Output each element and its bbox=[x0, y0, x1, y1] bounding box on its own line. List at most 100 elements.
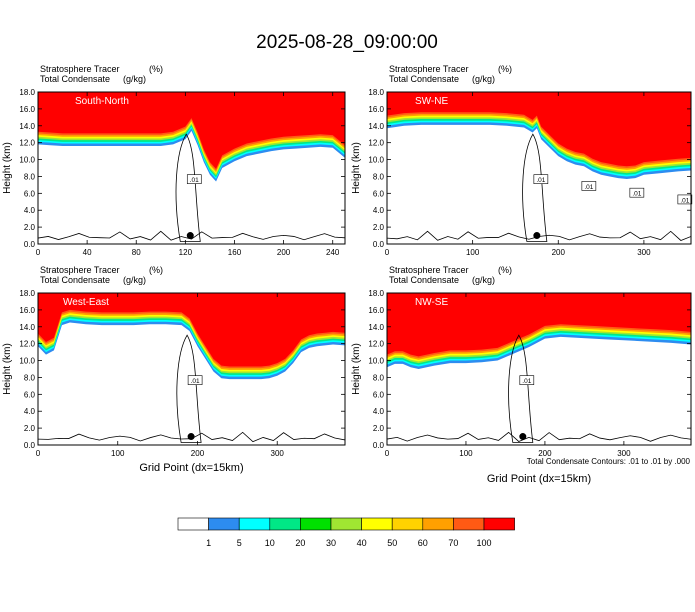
y-tick-label: 14.0 bbox=[19, 323, 35, 332]
y-tick-label: 4.0 bbox=[24, 206, 36, 215]
colorbar-box bbox=[422, 517, 454, 531]
x-tick-label: 160 bbox=[228, 248, 242, 257]
panels: .01 0 40 80 120 160 200 240 0.0 2.0 4.0 6.0 8.0 10.0 1… bbox=[2, 64, 693, 485]
colorbar-box bbox=[330, 517, 362, 531]
colorbar-box bbox=[238, 517, 271, 531]
tracer-shading bbox=[387, 293, 691, 369]
location-marker bbox=[187, 433, 195, 441]
contour-label: .01 bbox=[536, 177, 545, 184]
header-field-name: Stratosphere Tracer bbox=[389, 64, 469, 74]
y-tick-label: 4.0 bbox=[24, 407, 36, 416]
y-tick-label: 0.0 bbox=[24, 240, 36, 249]
x-tick-label: 40 bbox=[83, 248, 92, 257]
condensate-contour bbox=[508, 334, 534, 443]
tracer-shading bbox=[387, 92, 691, 179]
tracer-band bbox=[38, 92, 345, 169]
panel-2: .01 .01 .01 .01 0 100 200 300 0.0 2.0 4.0 6.0 8.0 10.… bbox=[351, 64, 693, 257]
y-tick-label: 2.0 bbox=[373, 223, 385, 232]
y-tick-label: 8.0 bbox=[24, 373, 36, 382]
y-tick-label: 14.0 bbox=[368, 122, 384, 131]
y-tick-label: 16.0 bbox=[368, 105, 384, 114]
colorbar-box bbox=[453, 517, 485, 531]
x-tick-label: 0 bbox=[385, 449, 390, 458]
y-tick-label: 18.0 bbox=[19, 88, 35, 97]
terrain-contour bbox=[387, 431, 691, 442]
y-tick-label: 6.0 bbox=[24, 189, 36, 198]
panel-label: NW-SE bbox=[415, 297, 448, 308]
tracer-shading bbox=[38, 293, 345, 380]
header-field-name: Total Condensate bbox=[389, 275, 459, 285]
colorbar-label: 60 bbox=[418, 538, 428, 548]
y-tick-label: 10.0 bbox=[368, 156, 384, 165]
condensate-contours bbox=[38, 133, 345, 242]
y-tick-label: 10.0 bbox=[19, 357, 35, 366]
tracer-band bbox=[38, 293, 345, 367]
header-field-name: Stratosphere Tracer bbox=[40, 64, 120, 74]
y-tick-label: 8.0 bbox=[373, 373, 385, 382]
x-tick-label: 200 bbox=[538, 449, 552, 458]
colorbar-box bbox=[483, 517, 515, 531]
y-tick-label: 4.0 bbox=[373, 206, 385, 215]
y-tick-label: 6.0 bbox=[373, 390, 385, 399]
contour-label-box bbox=[677, 194, 693, 205]
y-tick-label: 4.0 bbox=[373, 407, 385, 416]
header-field-units: (%) bbox=[149, 265, 163, 275]
tracer-band bbox=[387, 293, 691, 357]
colorbar-box bbox=[177, 517, 209, 531]
y-tick-label: 16.0 bbox=[19, 105, 35, 114]
colorbar: 1 5 10 20 30 40 50 60 70 100 bbox=[177, 517, 515, 548]
y-ticks: 0.0 2.0 4.0 6.0 8.0 10.0 12.0 14.0 16.0 18.0 bbox=[368, 88, 691, 249]
x-tick-label: 300 bbox=[637, 248, 651, 257]
contour-label: .01 bbox=[680, 197, 689, 204]
x-tick-label: 300 bbox=[617, 449, 631, 458]
condensate-contour bbox=[176, 334, 202, 443]
contour-label: .01 bbox=[584, 184, 593, 191]
contour-label-box bbox=[186, 174, 202, 184]
x-tick-label: 120 bbox=[179, 248, 193, 257]
header-field-name: Total Condensate bbox=[40, 74, 110, 84]
x-tick-label: 100 bbox=[466, 248, 480, 257]
y-tick-label: 2.0 bbox=[24, 223, 36, 232]
y-tick-label: 18.0 bbox=[19, 289, 35, 298]
y-tick-label: 0.0 bbox=[24, 441, 36, 450]
y-tick-label: 8.0 bbox=[24, 172, 36, 181]
colorbar-label: 50 bbox=[387, 538, 397, 548]
contour-labels: .01 bbox=[186, 174, 202, 184]
header-field-name: Stratosphere Tracer bbox=[40, 265, 120, 275]
location-marker bbox=[519, 433, 527, 441]
x-ticks: 0 100 200 300 bbox=[36, 293, 284, 458]
colorbar-label: 70 bbox=[448, 538, 458, 548]
plot-frame bbox=[37, 91, 346, 245]
location-marker bbox=[186, 232, 194, 240]
colorbar-box bbox=[300, 517, 332, 531]
y-tick-label: 18.0 bbox=[368, 289, 384, 298]
condensate-contour bbox=[175, 133, 201, 242]
contour-label: .01 bbox=[190, 177, 199, 184]
y-axis-label: Height (km) bbox=[351, 142, 362, 194]
y-tick-label: 16.0 bbox=[368, 306, 384, 315]
y-axis-label: Height (km) bbox=[2, 142, 13, 194]
y-tick-label: 12.0 bbox=[19, 139, 35, 148]
header-field-units: (g/kg) bbox=[123, 74, 146, 84]
contour-label-box bbox=[533, 174, 549, 184]
tracer-band bbox=[387, 92, 691, 167]
colorbar-label: 10 bbox=[265, 538, 275, 548]
x-ticks: 0 100 200 300 bbox=[385, 92, 651, 257]
y-axis-label: Height (km) bbox=[2, 343, 13, 395]
plot-frame bbox=[37, 292, 346, 446]
x-ticks: 0 40 80 120 160 200 240 bbox=[36, 92, 340, 257]
x-tick-label: 100 bbox=[111, 449, 125, 458]
colorbar-label: 40 bbox=[357, 538, 367, 548]
y-tick-label: 0.0 bbox=[373, 441, 385, 450]
header-field-name: Total Condensate bbox=[389, 74, 459, 84]
contour-labels: .01 bbox=[519, 375, 535, 385]
x-ticks: 0 100 200 300 bbox=[385, 293, 631, 458]
panel-1: .01 0 40 80 120 160 200 240 0.0 2.0 4.0 6.0 8.0 10.0 1… bbox=[2, 64, 346, 257]
x-tick-label: 200 bbox=[552, 248, 566, 257]
colorbar-box bbox=[208, 517, 240, 531]
plot-frame bbox=[386, 292, 692, 446]
contour-label-box bbox=[581, 181, 597, 191]
header-field-units: (g/kg) bbox=[123, 275, 146, 285]
y-tick-label: 8.0 bbox=[373, 172, 385, 181]
panel-label: SW-NE bbox=[415, 96, 448, 107]
